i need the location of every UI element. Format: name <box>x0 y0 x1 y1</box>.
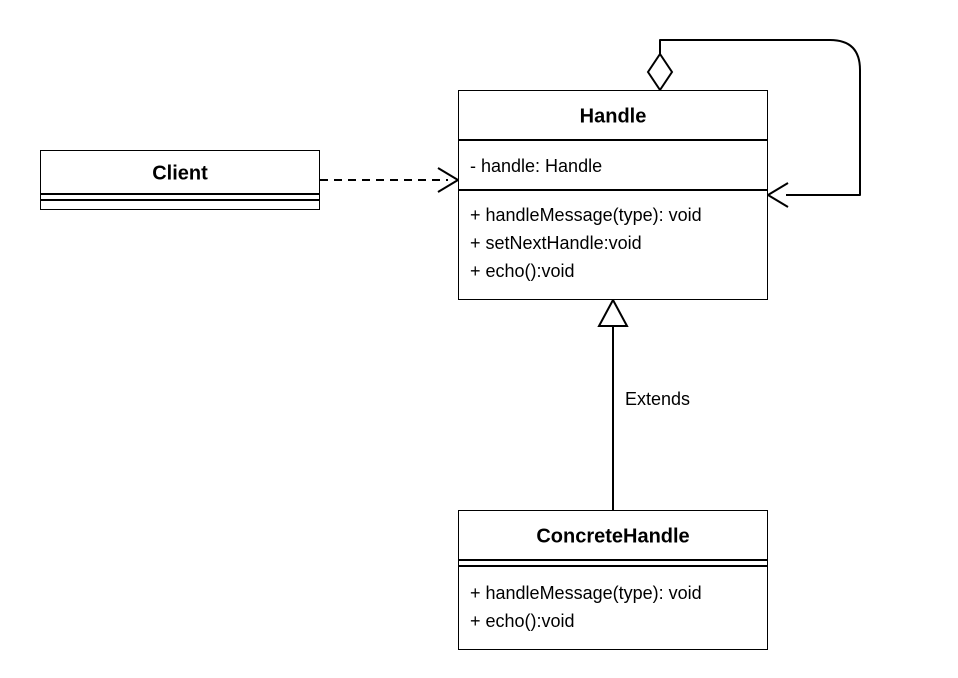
client-title: Client <box>152 162 208 184</box>
uml-diagram: Extends Client Handle - handle: Handle +… <box>0 0 958 678</box>
aggregation-diamond-icon <box>648 54 672 90</box>
concrete-title: ConcreteHandle <box>536 525 689 547</box>
edge-client-uses-handle <box>320 168 458 192</box>
concrete-op-0: + handleMessage(type): void <box>470 583 702 603</box>
concrete-op-1: + echo():void <box>470 611 575 631</box>
handle-op-0: + handleMessage(type): void <box>470 205 702 225</box>
handle-op-2: + echo():void <box>470 261 575 281</box>
class-handle: Handle - handle: Handle + handleMessage(… <box>458 90 768 300</box>
edge-concrete-extends-handle: Extends <box>599 300 690 510</box>
class-concrete-handle: ConcreteHandle + handleMessage(type): vo… <box>458 510 768 650</box>
extends-label: Extends <box>625 389 690 409</box>
handle-attr-0: - handle: Handle <box>470 156 602 176</box>
handle-title: Handle <box>580 105 647 127</box>
handle-op-1: + setNextHandle:void <box>470 233 642 253</box>
class-client: Client <box>40 150 320 210</box>
